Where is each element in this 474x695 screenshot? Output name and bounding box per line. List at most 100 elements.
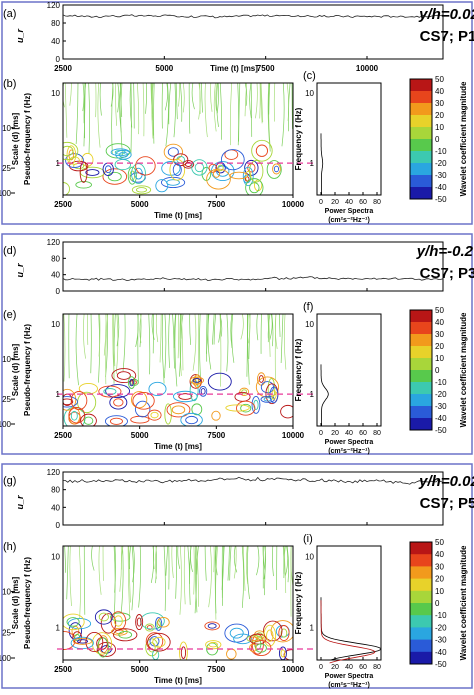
contour-loop (269, 386, 279, 404)
contour-streak (114, 546, 116, 593)
colorbar-frame (409, 541, 433, 665)
contour-loop (182, 160, 195, 169)
contour-loop-inner (240, 403, 252, 413)
colorbar-swatch (410, 175, 432, 188)
contour-streak (133, 83, 135, 129)
contour-streak (155, 314, 159, 343)
frequency-tick-label: 1 (56, 390, 61, 399)
colorbar-swatch (410, 578, 432, 592)
panel-label: (c) (303, 70, 316, 82)
spectrum-y-label: Frequency f (Hz) (294, 571, 303, 634)
spectrum-x-tick-label: 60 (359, 664, 367, 671)
spectrum-x-tick-label: 0 (319, 199, 323, 206)
colorbar-swatch (410, 163, 432, 176)
contour-loop-inner (280, 628, 288, 638)
scalogram-x-tick-label: 2500 (54, 200, 72, 209)
colorbar-swatch (410, 310, 432, 323)
contour-streak (153, 83, 155, 144)
series-y-tick-label: 120 (47, 468, 61, 477)
contour-loop (246, 635, 262, 643)
contour-loop (208, 163, 218, 173)
contour-loop-inner (66, 617, 80, 627)
contour-loop-inner (83, 416, 94, 425)
velocity-trace (62, 276, 444, 282)
contour-loop-inner (180, 646, 187, 659)
contour-loop (132, 391, 155, 410)
scalogram-x-tick-label: 5000 (131, 665, 149, 674)
contour-loop (249, 159, 264, 183)
contour-streak (145, 83, 147, 114)
scale-axis-label: Scale (d) [ms] (11, 112, 20, 165)
contour-loop-inner (178, 393, 193, 400)
pseudo-frequency-axis-label: Pseudo-frequency f (Hz) (23, 324, 32, 416)
colorbar-swatch (410, 358, 432, 371)
contour-streak (64, 83, 68, 138)
colorbar-tick-label: -30 (435, 171, 447, 180)
colorbar-tick-label: 40 (435, 550, 444, 559)
scalogram-x-label: Time (t) [ms] (154, 676, 202, 685)
spectrum-y-label: Frequency f (Hz) (294, 107, 303, 170)
contour-loop (111, 368, 137, 384)
spectrum-x-tick-label: 40 (345, 199, 353, 206)
contour-streak (148, 314, 151, 375)
contour-loop (131, 391, 148, 409)
colorbar-swatch (410, 615, 432, 628)
contour-streak (66, 546, 69, 600)
power-spectrum-curve (320, 364, 329, 426)
scalogram-frame (62, 313, 294, 427)
spectrum-frame (316, 313, 382, 427)
contour-loop (212, 169, 221, 178)
contour-streak (115, 83, 118, 126)
contour-loop-inner (118, 151, 129, 158)
spectrum-x-tick-label: 0 (319, 430, 323, 437)
contour-streak (244, 83, 248, 106)
colorbar: 50 40 30 20 10 0 -10 -20 -30 -40 -50 Wavelet coeffi… (409, 538, 468, 669)
colorbar-swatch (410, 322, 432, 335)
colorbar: 50 40 30 20 10 0 -10 -20 -30 -40 -50 Wavelet coeffi… (409, 75, 468, 204)
series-y-label: u_r (15, 29, 25, 44)
contour-streak (150, 546, 155, 584)
contour-streak (98, 546, 102, 595)
contour-loop-inner (229, 627, 244, 639)
series-y-label: u_r (15, 495, 25, 510)
colorbar-swatch (410, 139, 432, 152)
contour-loop-inner (241, 389, 248, 395)
contour-loop-inner (118, 631, 133, 639)
contour-streak (168, 83, 172, 125)
contour-streak (233, 546, 238, 573)
contour-streak (128, 546, 131, 603)
contour-streak (268, 314, 271, 357)
contour-streak (179, 314, 182, 377)
colorbar-swatch (410, 590, 432, 604)
contour-streak (271, 314, 274, 347)
colorbar-tick-label: 0 (435, 366, 440, 375)
contour-loop (266, 160, 282, 179)
contour-loop (147, 632, 171, 652)
contour-loop (66, 145, 77, 165)
contour-streak (256, 546, 260, 576)
contour-loop-inner (150, 411, 159, 419)
scalogram-x-tick-label: 7500 (207, 431, 225, 440)
contour-streak (161, 314, 165, 384)
scalogram-x-tick-label: 2500 (54, 665, 72, 674)
contour-streak (260, 83, 264, 123)
colorbar-tick-label: 30 (435, 330, 444, 339)
contour-loop-inner (63, 145, 74, 157)
spectrum-y-tick-label: 1 (310, 390, 315, 399)
frequency-tick-label: 1 (56, 159, 61, 168)
contour-loop (263, 620, 283, 642)
panel-label: (d) (3, 245, 16, 257)
contour-loop (110, 612, 131, 622)
scalogram-contours (63, 314, 293, 426)
contour-streak (204, 546, 207, 581)
contour-streak (246, 314, 248, 377)
contour-streak (175, 546, 177, 599)
spectrum-x-unit: (cm²s⁻²Hz⁻¹) (328, 217, 370, 224)
contour-streak (91, 546, 95, 571)
scalogram-x-tick-label: 7500 (207, 200, 225, 209)
contour-streak (231, 314, 235, 363)
contour-streak (88, 83, 90, 154)
contour-loop-inner (263, 397, 272, 402)
contour-loop (236, 400, 256, 416)
contour-streak (136, 83, 140, 135)
